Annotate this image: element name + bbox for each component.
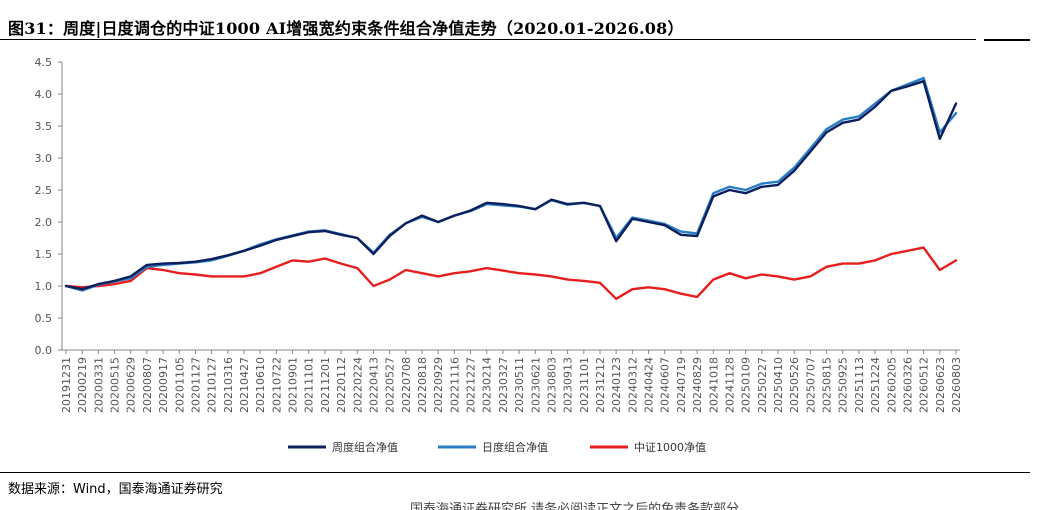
- y-tick-label: 3.5: [35, 120, 53, 133]
- x-tick-label: 20240607: [659, 357, 672, 413]
- x-tick-label: 20200917: [157, 357, 170, 413]
- x-tick-label: 20220112: [335, 357, 348, 413]
- x-tick-label: 20220224: [351, 357, 364, 413]
- x-tick-label: 20251224: [869, 357, 882, 413]
- title-rule-accent: [984, 39, 1030, 41]
- line-chart: 0.00.51.01.52.02.53.03.54.04.5 20191231 2…: [35, 56, 964, 454]
- series-line-0: [64, 80, 958, 291]
- x-tick-label: 20210316: [222, 357, 235, 413]
- x-tick-label: 20250526: [788, 357, 801, 413]
- legend-label-2: 中证1000净值: [634, 440, 706, 454]
- x-axis: 20191231 20200219 20200331 20200515 20200629…: [60, 349, 963, 413]
- y-tick-label: 3.0: [35, 152, 53, 165]
- x-tick-label: 20191231: [60, 357, 73, 413]
- y-tick-label: 2.0: [35, 216, 53, 229]
- series-layer: [64, 76, 958, 301]
- x-tick-label: 20230913: [562, 357, 575, 413]
- legend-label-1: 日度组合净值: [482, 440, 548, 454]
- x-tick-label: 20220818: [416, 357, 429, 413]
- x-tick-label: 20230621: [529, 357, 542, 413]
- y-tick-label: 2.5: [35, 184, 53, 197]
- y-tick-label: 1.5: [35, 248, 53, 261]
- x-tick-label: 20221227: [465, 357, 478, 413]
- x-tick-label: 20210610: [254, 357, 267, 413]
- x-tick-label: 20260512: [918, 357, 931, 413]
- x-tick-label: 20231212: [594, 357, 607, 413]
- x-tick-label: 20220708: [400, 357, 413, 413]
- x-tick-label: 20240312: [626, 357, 639, 413]
- x-tick-label: 20230214: [481, 357, 494, 413]
- x-tick-label: 20220527: [384, 357, 397, 413]
- y-tick-label: 1.0: [35, 280, 53, 293]
- x-tick-label: 20220413: [367, 357, 380, 413]
- x-tick-label: 20220929: [432, 357, 445, 413]
- x-tick-label: 20200515: [109, 357, 122, 413]
- legend-label-0: 周度组合净值: [332, 440, 398, 454]
- series-line-1: [64, 76, 958, 292]
- x-tick-label: 20260326: [901, 357, 914, 413]
- x-tick-label: 20230803: [545, 357, 558, 413]
- x-tick-label: 20200807: [141, 357, 154, 413]
- x-tick-label: 20210127: [206, 357, 219, 413]
- x-tick-label: 20260623: [934, 357, 947, 413]
- x-tick-label: 20201127: [189, 357, 202, 413]
- x-tick-label: 20241018: [707, 357, 720, 413]
- x-tick-label: 20210427: [238, 357, 251, 413]
- y-tick-label: 0.0: [35, 344, 53, 357]
- y-tick-label: 0.5: [35, 312, 53, 325]
- x-tick-label: 20240424: [643, 357, 656, 413]
- y-axis: 0.0 0.5 1.0 1.5 2.0 2.5 3.0 3.5 4.0 4.5: [35, 56, 63, 357]
- x-tick-label: 20250815: [821, 357, 834, 413]
- y-tick-label: 4.0: [35, 88, 53, 101]
- x-tick-label: 20211201: [319, 357, 332, 413]
- x-tick-label: 20250925: [837, 357, 850, 413]
- x-tick-label: 20211101: [303, 357, 316, 413]
- legend: 周度组合净值 日度组合净值 中证1000净值: [288, 440, 706, 454]
- x-tick-label: 20230511: [513, 357, 526, 413]
- title-rule: [0, 39, 976, 40]
- y-tick-label: 4.5: [35, 56, 53, 69]
- x-tick-label: 20240123: [610, 357, 623, 413]
- x-tick-label: 20240829: [691, 357, 704, 413]
- x-tick-label: 20250707: [804, 357, 817, 413]
- x-tick-label: 20200331: [92, 357, 105, 413]
- x-tick-label: 20200629: [125, 357, 138, 413]
- x-tick-label: 20221116: [448, 357, 461, 413]
- x-tick-label: 20241128: [723, 357, 736, 413]
- footer-text: 国泰海通证券研究所 请务必阅读正文之后的免责条款部分: [410, 502, 740, 510]
- x-tick-label: 20210901: [287, 357, 300, 413]
- x-tick-label: 20200219: [76, 357, 89, 413]
- x-tick-label: 20230327: [497, 357, 510, 413]
- x-tick-label: 20250410: [772, 357, 785, 413]
- x-tick-label: 20251113: [853, 357, 866, 413]
- x-tick-label: 20231101: [578, 357, 591, 413]
- x-tick-label: 20260205: [885, 357, 898, 413]
- x-tick-label: 20250227: [756, 357, 769, 413]
- x-tick-label: 20240719: [675, 357, 688, 413]
- source-rule: [0, 472, 1030, 473]
- x-tick-label: 20210722: [270, 357, 283, 413]
- x-tick-label: 20201105: [173, 357, 186, 413]
- figure-title: 图31：周度|日度调仓的中证1000 AI增强宽约束条件组合净值走势（2020.…: [8, 19, 684, 38]
- source-note: 数据来源：Wind，国泰海通证券研究: [8, 482, 223, 497]
- series-line-2: [64, 246, 958, 301]
- x-tick-label: 20250109: [740, 357, 753, 413]
- x-tick-label: 20260803: [950, 357, 963, 413]
